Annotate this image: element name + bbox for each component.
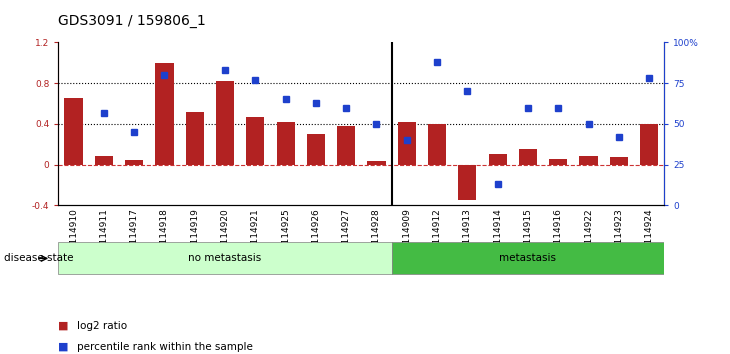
Bar (307, 134, 325, 165)
Bar (125, 160, 143, 165)
Bar (428, 124, 446, 165)
Bar (640, 124, 658, 165)
Text: ■: ■ (58, 342, 69, 352)
Text: metastasis: metastasis (499, 253, 556, 263)
Text: ■: ■ (58, 321, 69, 331)
Bar (367, 161, 385, 165)
Bar (519, 149, 537, 165)
Bar (155, 63, 174, 165)
Bar (488, 154, 507, 165)
Bar (549, 159, 567, 165)
Bar (216, 81, 234, 165)
Text: disease state: disease state (4, 253, 73, 263)
Bar (610, 158, 628, 165)
Bar (64, 98, 82, 165)
Bar (95, 156, 113, 165)
FancyBboxPatch shape (58, 242, 392, 274)
Bar (580, 156, 598, 165)
Bar (398, 122, 416, 165)
Text: GDS3091 / 159806_1: GDS3091 / 159806_1 (58, 14, 206, 28)
FancyBboxPatch shape (392, 242, 664, 274)
Bar (277, 122, 295, 165)
Text: log2 ratio: log2 ratio (77, 321, 127, 331)
Text: percentile rank within the sample: percentile rank within the sample (77, 342, 253, 352)
Bar (246, 117, 264, 165)
Bar (458, 165, 477, 200)
Bar (337, 126, 356, 165)
Bar (185, 112, 204, 165)
Text: no metastasis: no metastasis (188, 253, 261, 263)
